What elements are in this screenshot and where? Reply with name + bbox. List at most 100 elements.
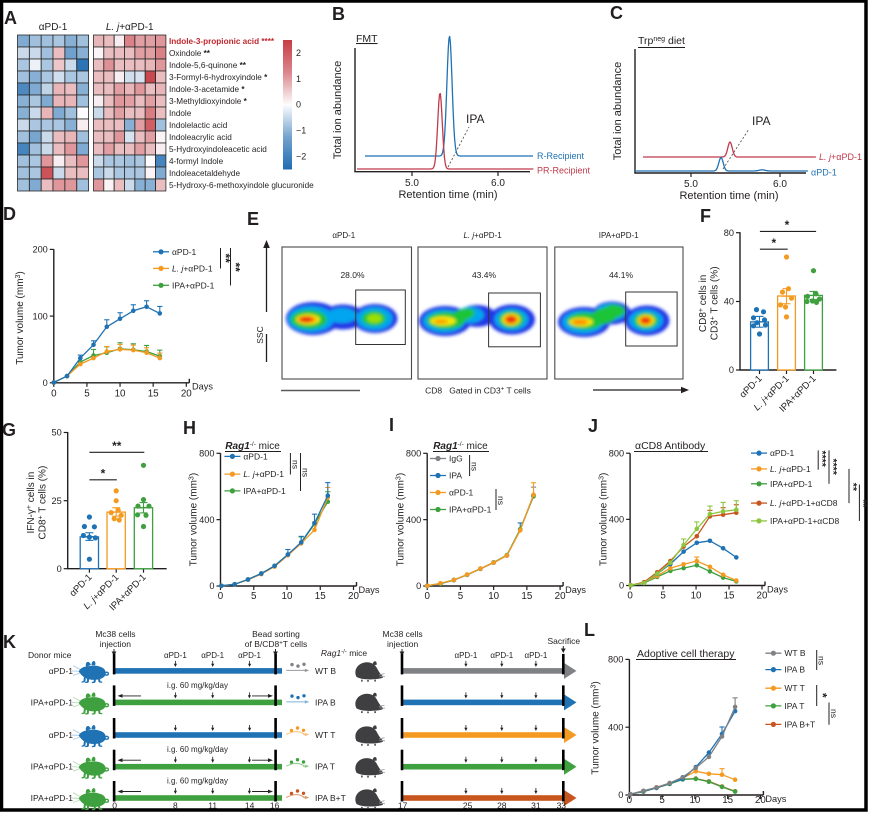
- svg-text:15: 15: [521, 591, 532, 602]
- svg-text:H: H: [183, 418, 196, 438]
- svg-text:Total ion abundance: Total ion abundance: [612, 62, 624, 160]
- svg-text:****: ****: [816, 451, 828, 468]
- svg-text:αPD-1: αPD-1: [454, 651, 477, 660]
- svg-text:αPD-1: αPD-1: [164, 651, 187, 660]
- svg-text:Donor mice: Donor mice: [28, 650, 72, 660]
- svg-text:43.4%: 43.4%: [472, 270, 497, 280]
- svg-text:ns: ns: [291, 460, 301, 469]
- svg-text:Tumor volume (mm3): Tumor volume (mm3): [189, 473, 200, 567]
- svg-text:IPA+αPD-1+αCD8: IPA+αPD-1+αCD8: [770, 516, 839, 526]
- svg-text:IPA+αPD-1: IPA+αPD-1: [449, 505, 492, 515]
- svg-text:**: **: [112, 439, 122, 453]
- svg-text:αPD-1: αPD-1: [49, 730, 74, 740]
- svg-text:F: F: [700, 206, 711, 226]
- svg-text:800: 800: [609, 448, 624, 458]
- svg-text:IPA B+T: IPA B+T: [784, 719, 815, 729]
- svg-text:IPA+αPD-1: IPA+αPD-1: [172, 280, 215, 290]
- svg-text:injection: injection: [100, 639, 131, 649]
- svg-text:0: 0: [43, 378, 48, 388]
- svg-text:D: D: [3, 204, 16, 224]
- svg-text:Days: Days: [767, 585, 788, 595]
- svg-text:IPA: IPA: [466, 112, 484, 126]
- svg-text:Total ion abundance: Total ion abundance: [332, 61, 344, 159]
- svg-text:Tumor volume (mm3): Tumor volume (mm3): [15, 271, 26, 365]
- svg-text:15: 15: [315, 591, 326, 602]
- svg-text:IPA B: IPA B: [784, 665, 805, 675]
- svg-text:Indole-3-acetamide *: Indole-3-acetamide *: [169, 85, 245, 94]
- svg-text:17: 17: [398, 801, 408, 811]
- svg-text:ns: ns: [496, 496, 506, 505]
- svg-text:i.g. 60 mg/kg/day: i.g. 60 mg/kg/day: [167, 745, 228, 754]
- svg-text:8: 8: [173, 801, 178, 811]
- svg-text:WT T: WT T: [784, 683, 804, 693]
- svg-text:31: 31: [531, 801, 541, 811]
- svg-text:0: 0: [424, 591, 430, 602]
- svg-text:αPD-1: αPD-1: [201, 651, 224, 660]
- svg-text:16: 16: [270, 801, 280, 811]
- svg-text:5.0: 5.0: [684, 179, 698, 190]
- svg-text:IPA+αPD-1: IPA+αPD-1: [31, 793, 74, 803]
- svg-text:αPD-1: αPD-1: [238, 651, 261, 660]
- svg-text:L. j+αPD-1: L. j+αPD-1: [770, 464, 811, 474]
- svg-text:K: K: [3, 632, 16, 652]
- svg-text:αPD-1: αPD-1: [811, 168, 837, 178]
- svg-text:CD8+ T cells (%): CD8+ T cells (%): [38, 466, 49, 540]
- svg-text:28: 28: [497, 801, 507, 811]
- svg-text:6.0: 6.0: [491, 178, 505, 189]
- svg-text:of B/CD8+T cells: of B/CD8+T cells: [245, 639, 307, 649]
- svg-text:IgG: IgG: [449, 454, 463, 464]
- svg-text:Mc38 cells: Mc38 cells: [95, 629, 135, 639]
- svg-text:5: 5: [458, 591, 464, 602]
- svg-text:L. j+αPD-1: L. j+αPD-1: [819, 152, 862, 162]
- svg-text:400: 400: [199, 515, 214, 525]
- svg-text:3-Methyldioxyindole *: 3-Methyldioxyindole *: [169, 97, 248, 106]
- svg-text:ns: ns: [301, 468, 311, 477]
- svg-text:200: 200: [32, 245, 47, 255]
- svg-text:G: G: [2, 420, 16, 440]
- svg-text:ns: ns: [829, 709, 839, 718]
- svg-text:αPD-1: αPD-1: [332, 231, 355, 240]
- svg-text:IPA B+T: IPA B+T: [315, 793, 346, 803]
- svg-text:Tumor volume (mm3): Tumor volume (mm3): [599, 473, 610, 567]
- svg-text:10: 10: [282, 591, 293, 602]
- svg-text:WT B: WT B: [315, 666, 336, 676]
- svg-text:0: 0: [296, 100, 301, 110]
- svg-text:αPD-1: αPD-1: [49, 666, 74, 676]
- svg-text:IPA T: IPA T: [784, 701, 804, 711]
- svg-text:0: 0: [627, 795, 633, 806]
- svg-text:IPA+αPD-1: IPA+αPD-1: [599, 231, 639, 240]
- svg-text:J: J: [588, 416, 598, 436]
- svg-text:IPA B: IPA B: [315, 697, 336, 707]
- svg-text:αPD-1: αPD-1: [172, 247, 197, 257]
- svg-text:Days: Days: [192, 382, 213, 392]
- svg-text:i.g. 60 mg/kg/day: i.g. 60 mg/kg/day: [167, 777, 228, 786]
- svg-text:B: B: [332, 4, 345, 24]
- svg-text:αPD-1: αPD-1: [449, 488, 474, 498]
- svg-text:10: 10: [488, 591, 499, 602]
- svg-text:0: 0: [218, 591, 224, 602]
- svg-text:Tumor volume (mm3): Tumor volume (mm3): [396, 473, 407, 567]
- svg-text:400: 400: [609, 515, 624, 525]
- svg-text:R-Recipient: R-Recipient: [537, 151, 585, 161]
- svg-text:Indole: Indole: [169, 109, 192, 118]
- svg-text:5: 5: [659, 795, 665, 806]
- svg-text:**: **: [229, 263, 243, 273]
- svg-text:ns: ns: [470, 462, 480, 471]
- svg-text:αPD-1: αPD-1: [524, 651, 547, 660]
- svg-text:40: 40: [724, 297, 734, 307]
- svg-text:10: 10: [115, 388, 126, 399]
- svg-text:10: 10: [691, 591, 702, 602]
- svg-text:0: 0: [51, 388, 57, 399]
- svg-text:**: **: [857, 499, 869, 508]
- svg-text:4-formyl Indole: 4-formyl Indole: [169, 157, 224, 166]
- svg-text:800: 800: [199, 449, 214, 459]
- svg-text:28.0%: 28.0%: [340, 270, 365, 280]
- svg-text:0: 0: [729, 365, 734, 375]
- svg-text:0: 0: [57, 564, 62, 574]
- svg-text:5: 5: [660, 591, 666, 602]
- svg-text:Sacrifice: Sacrifice: [548, 636, 581, 646]
- svg-text:80: 80: [724, 228, 734, 238]
- svg-text:Retention time (min): Retention time (min): [679, 190, 778, 202]
- svg-text:5-Hydroxyindoleacetic acid: 5-Hydroxyindoleacetic acid: [169, 145, 267, 154]
- svg-text:25: 25: [463, 801, 473, 811]
